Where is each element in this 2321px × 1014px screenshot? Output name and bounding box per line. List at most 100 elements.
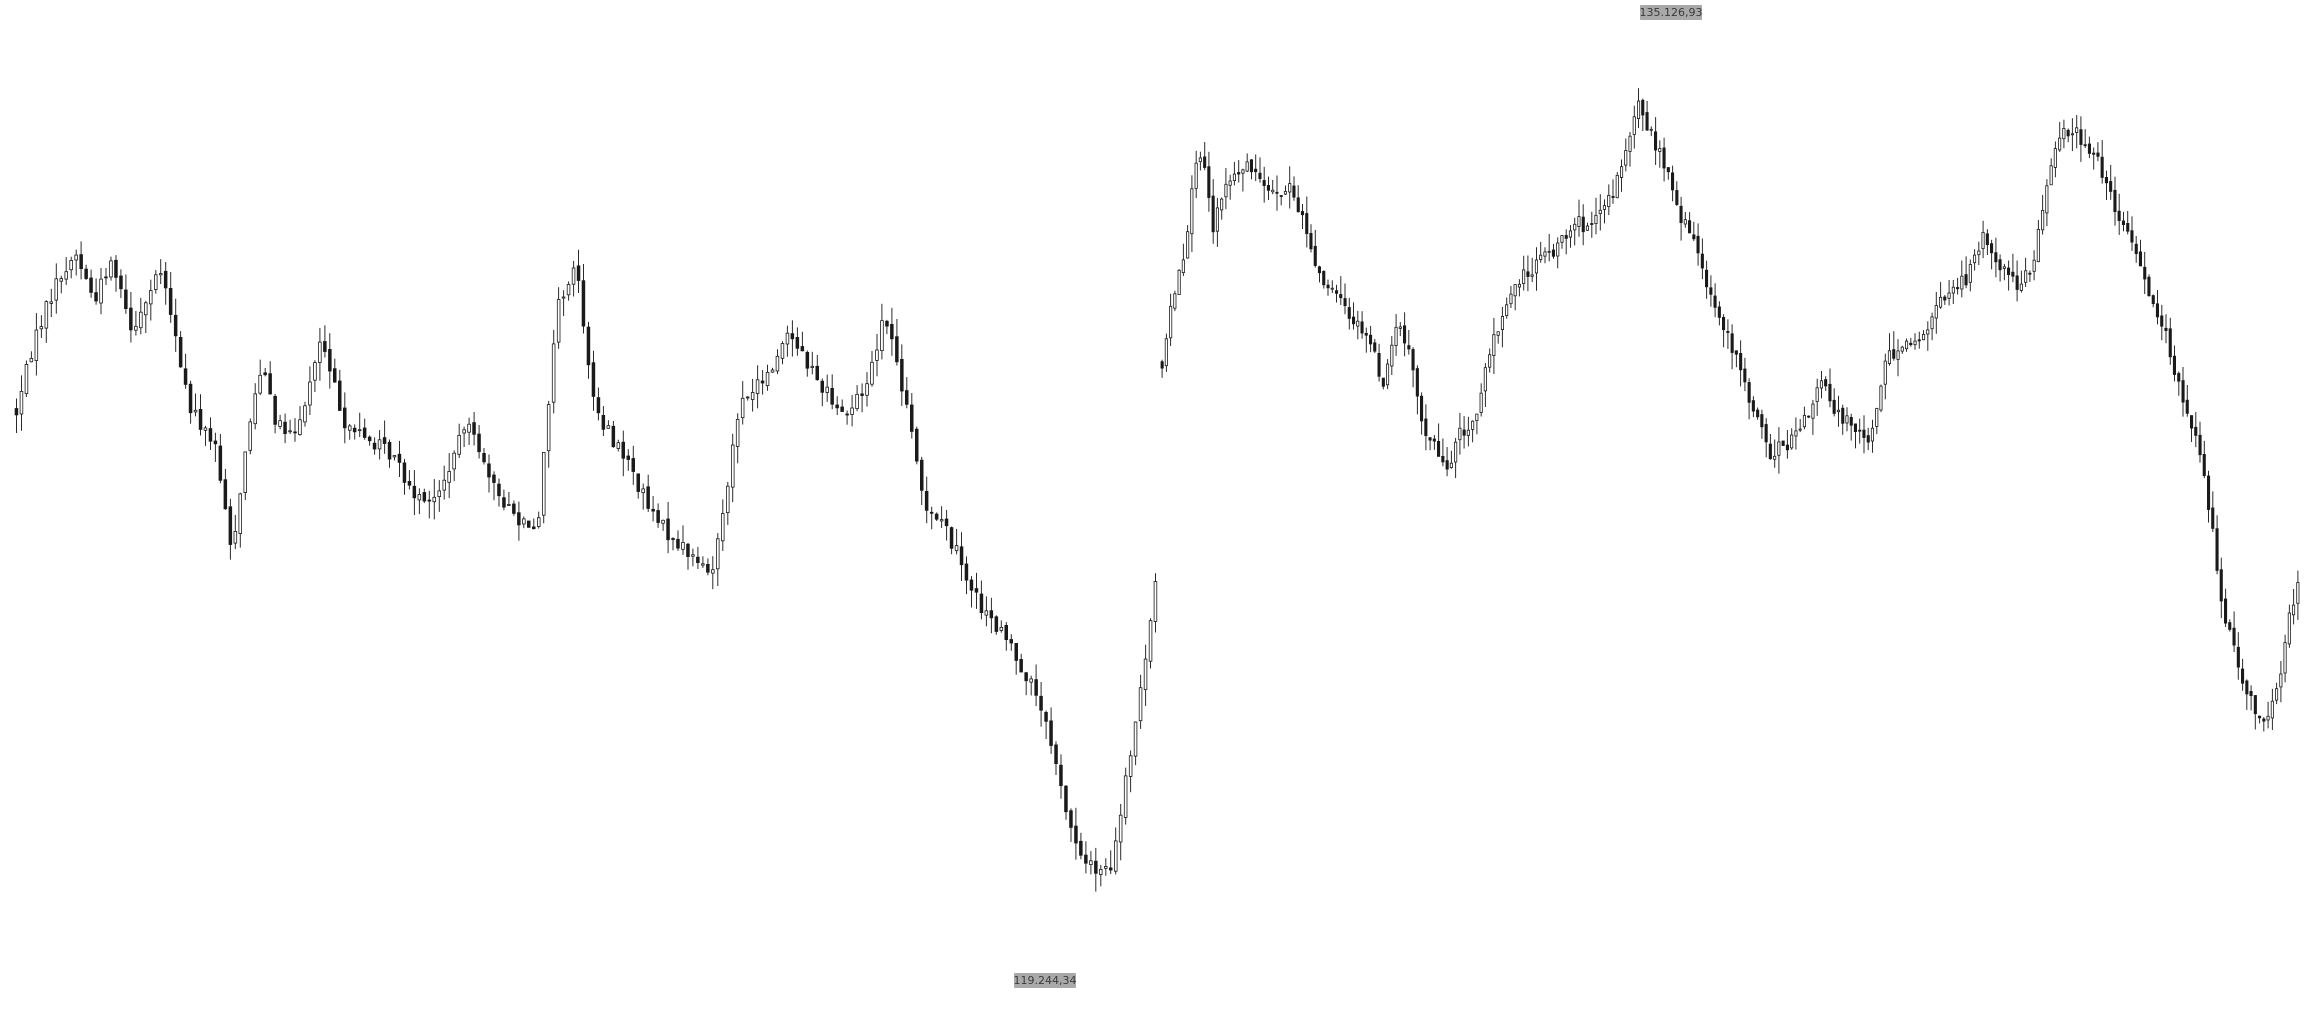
candle-up [1509,293,1513,305]
candle-up [1951,286,1955,294]
candle-up [1271,189,1275,193]
candle-up [1973,254,1977,264]
candle-up [143,302,148,316]
candle-down [1420,395,1424,422]
candle-up [681,542,685,550]
candle-up [1479,392,1483,413]
candle-up [721,513,725,542]
candle-up [1118,814,1123,843]
candle-down [1009,639,1014,644]
candle-down [1641,99,1645,116]
candle-down [1069,810,1073,828]
candle-down [621,441,626,459]
candle-down [601,414,606,430]
candle-down [969,579,974,591]
candle-up [616,442,621,449]
candle-up [377,439,382,450]
candle-up [54,278,59,301]
candle-up [1615,174,1619,199]
candle-up [1530,274,1534,277]
candle-down [1424,418,1428,437]
candle-up [19,390,24,415]
candle-up [850,407,854,415]
candle-up [1683,219,1687,225]
candle-up [1449,462,1453,469]
candle-up [193,409,198,413]
candle-down [1441,455,1445,463]
candle-up [1926,329,1930,335]
candle-down [1462,429,1466,436]
candle-down [2117,210,2121,221]
candle-up [203,427,208,431]
candle-down [422,492,427,502]
candle-down [2240,668,2245,684]
candle-down [1590,223,1594,225]
candle-up [1173,293,1177,309]
candle-down [1692,234,1696,240]
candle-down [815,365,820,381]
candle-up [29,357,34,363]
candle-down [2028,272,2032,275]
candle-down [1581,216,1585,233]
candle-down [1369,334,1373,345]
candle-up [74,254,78,261]
candle-down [1411,349,1415,371]
candle-down [1074,825,1078,844]
candle-down [845,413,849,416]
candle-down [2189,415,2194,429]
candle-down [1335,290,1339,294]
candle-down [885,320,889,327]
low-price-label: 119.244,34 [1014,973,1076,988]
candle-up [2270,700,2274,719]
candle-down [2147,276,2151,297]
candle-up [2049,165,2053,186]
candle-down [1254,168,1258,173]
candle-up [442,479,446,491]
candle-down [994,616,999,632]
candle-up [2019,283,2023,291]
candle-down [2245,680,2249,695]
candle-down [1381,377,1385,387]
candle-up [1887,350,1892,364]
candle-down [372,442,377,450]
candle-down [2007,267,2011,275]
candle-down [2211,507,2215,529]
candle-down [1611,196,1615,198]
candle-down [1237,172,1241,175]
candle-up [1458,427,1462,441]
candle-up [1624,150,1628,166]
candle-down [1279,195,1283,197]
candle-up [452,452,456,470]
candle-down [218,445,223,481]
candle-down [1849,416,1853,426]
candle-up [1228,180,1232,186]
price-labels: 135.126,93 119.244,34 [1014,5,1702,988]
candle-up [1394,326,1398,346]
candle-up [1594,214,1598,225]
candle-up [735,418,740,447]
candle-down [124,289,128,310]
candle-down [1437,440,1441,457]
candle-up [1177,269,1181,295]
candle-down [477,433,481,453]
candle-up [1930,316,1934,330]
candle-up [561,296,566,299]
candle-up [2287,612,2291,645]
candle-up [1114,840,1118,872]
candle-up [1330,287,1334,290]
candle-up [2032,259,2036,272]
candle-down [2096,152,2100,157]
candle-up [1977,250,1981,256]
candle-down [487,463,491,478]
candle-down [104,276,108,279]
candle-down [2092,152,2096,155]
candle-down [1717,306,1721,318]
candle-down [2228,622,2232,630]
candle-down [895,336,899,363]
candle-down [1739,352,1743,371]
candle-up [2053,148,2057,168]
candle-up [432,496,436,503]
candle-down [263,372,267,376]
candle-down [1666,167,1670,173]
